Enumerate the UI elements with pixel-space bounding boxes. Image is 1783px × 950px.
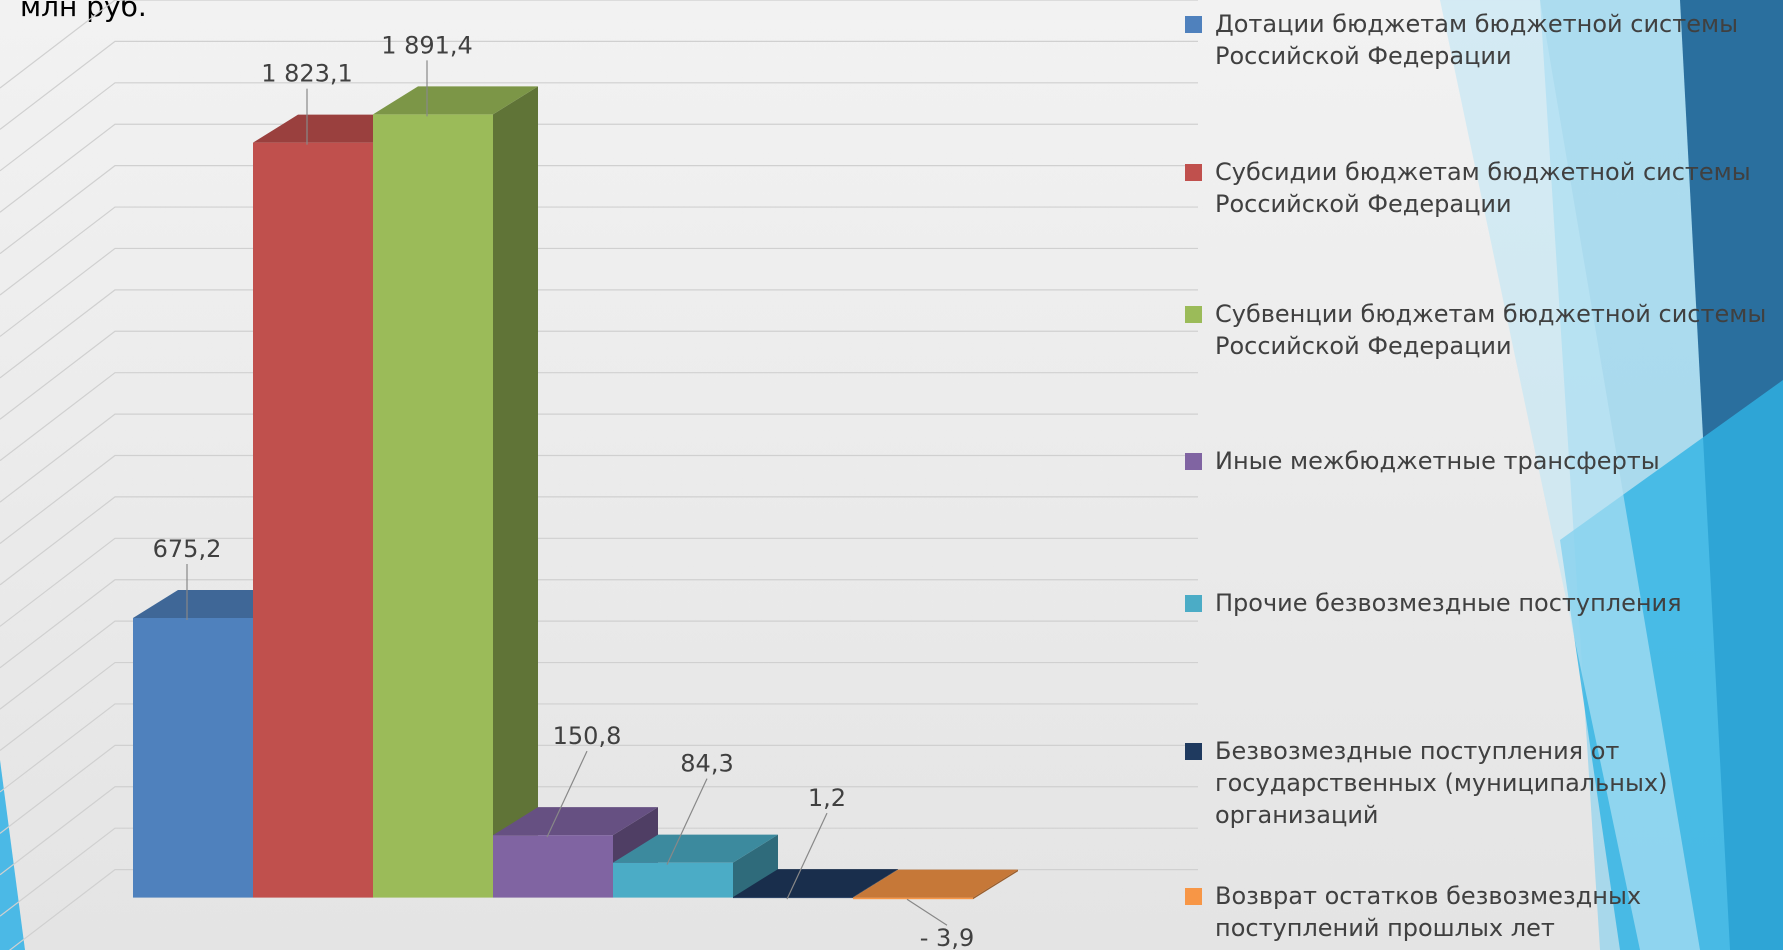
legend-swatch	[1185, 306, 1202, 323]
grid-line	[0, 496, 1198, 586]
leader-line	[546, 750, 588, 838]
legend-label: Дотации бюджетам бюджетной системы Росси…	[1215, 10, 1739, 70]
data-label: 84,3	[680, 750, 733, 778]
data-label: 1 891,4	[381, 31, 473, 59]
grid-line	[0, 703, 1198, 793]
legend-item: Возврат остатков безвозмездных поступлен…	[1185, 880, 1783, 944]
grid-line	[0, 413, 1198, 503]
legend-item: Дотации бюджетам бюджетной системы Росси…	[1185, 8, 1783, 72]
grid-line	[0, 330, 1198, 420]
bar	[253, 142, 373, 898]
legend-item: Безвозмездные поступления от государстве…	[1185, 735, 1783, 831]
legend-swatch	[1185, 595, 1202, 612]
data-label: 150,8	[553, 722, 622, 750]
data-label: - 3,9	[920, 924, 974, 950]
bar-top	[373, 86, 538, 115]
bar	[133, 617, 253, 898]
bar-top	[613, 834, 778, 863]
bar-side	[493, 86, 538, 898]
legend-item: Прочие безвозмездные поступления	[1185, 587, 1783, 619]
grid-line	[0, 40, 1198, 130]
legend-item: Субсидии бюджетам бюджетной системы Росс…	[1185, 156, 1783, 220]
data-label: 1,2	[808, 784, 846, 812]
data-label: 675,2	[153, 535, 222, 563]
leader-line	[786, 812, 828, 900]
grid-line	[0, 620, 1198, 710]
legend-swatch	[1185, 453, 1202, 470]
grid-line	[0, 0, 1198, 89]
bar-side	[733, 834, 778, 898]
grid-line	[0, 579, 1198, 669]
legend-label: Возврат остатков безвозмездных поступлен…	[1215, 882, 1642, 942]
legend-label: Безвозмездные поступления от государстве…	[1215, 737, 1668, 829]
grid-line	[0, 289, 1198, 379]
legend-swatch	[1185, 16, 1202, 33]
bar-top	[853, 869, 1018, 898]
bar	[853, 897, 973, 900]
bar-side	[973, 869, 1018, 900]
grid-line	[0, 786, 1198, 876]
chart-title: млн руб.	[20, 0, 147, 23]
bar	[613, 862, 733, 898]
grid-line	[0, 744, 1198, 834]
bar	[373, 114, 493, 898]
grid-line	[0, 454, 1198, 544]
grid-line	[0, 123, 1198, 213]
bar-top	[733, 869, 898, 898]
legend-label: Прочие безвозмездные поступления	[1215, 589, 1682, 617]
leader-line	[906, 898, 948, 926]
legend-swatch	[1185, 888, 1202, 905]
leader-line	[666, 778, 708, 865]
legend-item: Иные межбюджетные трансферты	[1185, 445, 1783, 477]
legend-swatch	[1185, 743, 1202, 760]
bar-top	[493, 807, 658, 836]
grid-line	[0, 661, 1198, 752]
grid-line	[0, 247, 1198, 337]
bar	[493, 835, 613, 898]
legend-swatch	[1185, 164, 1202, 181]
grid-line	[0, 827, 1198, 917]
grid-line	[0, 206, 1198, 296]
bar	[733, 897, 853, 899]
grid-line	[0, 165, 1198, 255]
legend-label: Субсидии бюджетам бюджетной системы Росс…	[1215, 158, 1751, 218]
bar-side	[853, 869, 898, 898]
legend-label: Субвенции бюджетам бюджетной системы Рос…	[1215, 300, 1767, 360]
data-label: 1 823,1	[261, 60, 353, 88]
legend-label: Иные межбюджетные трансферты	[1215, 447, 1660, 475]
grid-line	[0, 537, 1198, 627]
legend-item: Субвенции бюджетам бюджетной системы Рос…	[1185, 298, 1783, 362]
grid-line	[0, 372, 1198, 462]
grid-line	[0, 82, 1198, 172]
